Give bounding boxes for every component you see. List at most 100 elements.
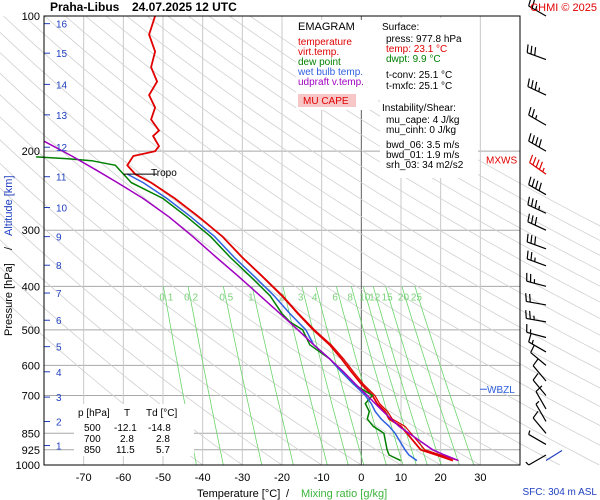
wind-barb [529,154,547,175]
y-axis-title-pressure: Pressure [hPa] [3,263,15,336]
dry-adiabat-line [229,15,600,241]
temperature-tick-label: -60 [115,472,131,484]
mixing-ratio-line [222,286,263,466]
dry-adiabat-line [0,162,402,466]
legend-entry: temperature [298,37,352,48]
series-line-virt-temp- [150,182,459,462]
mu-cape-badge-bg [298,94,356,107]
dry-adiabat-line [249,15,600,227]
wind-barb [527,78,547,96]
surface-tconv: t-conv: 25.1 °C [386,70,452,81]
pressure-tick-label: 500 [22,325,40,337]
dry-adiabat-line [0,94,521,466]
station-name: Praha-Libus [50,0,120,14]
altitude-tick-label: 8 [56,261,62,272]
legend-entry: virt.temp. [298,47,339,58]
dry-adiabat-line [208,15,600,256]
credit: CHMI © 2025 [530,2,597,14]
wind-barb [525,454,547,466]
series-line-udpraft-v-temp- [43,140,459,462]
mixing-ratio-label: 12 [369,292,381,303]
dry-adiabat-line [0,187,362,466]
mu-cape-badge: MU CAPE [303,96,349,107]
instability-mucinh: mu_cinh: 0 J/kg [386,125,456,136]
instability-mucape: mu_cape: 4 J/kg [386,115,459,126]
pressure-tick-label: 400 [22,281,40,293]
temperature-tick-label: 20 [435,472,447,484]
altitude-tick-label: 9 [56,233,62,244]
wind-barb [532,358,547,382]
levels-table-bg [74,404,194,456]
wind-barb [525,293,547,306]
levels-table: p [hPa] T Td [°C] 500 -12.1 -14.8 700 2.… [78,408,177,456]
pressure-tick-label: 600 [22,360,40,372]
altitude-tick-label: 1 [56,442,62,453]
temperature-tick-label: 0 [358,472,364,484]
wind-barb [527,196,547,214]
pressure-tick-label: 850 [22,428,40,440]
chart-title: EMAGRAM [298,21,355,33]
dry-adiabat-line [44,15,600,389]
info-panel-bg [380,18,478,178]
mixing-ratio-line [187,286,224,466]
mixing-ratio-line [350,286,404,466]
instability-heading: Instability/Shear: [382,103,456,114]
wbzl-label: WBZL [487,385,515,396]
levels-header-td: Td [°C] [146,408,177,419]
dry-adiabat-line [167,15,600,287]
mixing-ratio-label: 10 [359,292,371,303]
levels-row-500-t: -12.1 [114,423,137,434]
dry-adiabat-line [0,139,441,466]
mixing-ratio-label: 0.5 [219,292,233,303]
wind-barb [528,133,547,152]
dry-adiabat-line [188,15,600,272]
dry-adiabat-line [126,15,600,319]
wind-barb [535,400,547,422]
altitude-tick-label: 10 [56,204,68,215]
series-line-dew-point [36,156,401,462]
levels-row-700-p: 700 [84,434,101,445]
mixing-ratio-line [414,286,475,466]
surface-dwpt: dwpt: 9.9 °C [386,54,441,65]
temperature-tick-label: -20 [274,472,290,484]
wind-barb [532,410,547,434]
levels-row-500-p: 500 [84,423,101,434]
levels-row-850-t: 11.5 [116,445,135,456]
dry-adiabat-line [0,266,243,466]
pressure-tick-label: 100 [22,11,40,23]
mixing-ratio-label: 8 [347,292,353,303]
mixing-ratio-line [315,286,365,466]
wind-barb [525,310,547,323]
wind-barb [528,333,547,353]
profile-lines [36,15,487,462]
mixing-ratio-line [282,286,328,466]
mixing-ratio-label: 4 [312,292,318,303]
surface-temp: temp: 23.1 °C [386,44,447,55]
pressure-tick-label: 200 [22,146,40,158]
surface-panel: Surface: press: 977.8 hPa temp: 23.1 °C … [382,22,462,92]
levels-row-700-td: 2.8 [156,434,170,445]
wind-barb [526,272,547,287]
x-axis-title-temp: Temperature [°C] [197,488,280,500]
x-axis-title-mix: Mixing ratio [g/kg] [301,488,387,500]
levels-header-t: T [124,408,130,419]
dry-adiabat-line [3,15,600,426]
mixing-ratio-line [401,286,460,466]
y-axis-title-altitude: Altitude [km] [3,175,15,236]
instability-bwd06: bwd_06: 3.5 m/s [386,140,459,151]
wind-barb [526,233,547,250]
wind-barb [526,250,547,267]
pressure-tick-label: 925 [22,445,40,457]
wind-barb [526,44,547,61]
mixing-ratio-label: 15 [382,292,394,303]
pressure-tick-label: 700 [22,390,40,402]
wind-barb [527,213,547,231]
surface-press: press: 977.8 hPa [386,34,462,45]
mixing-ratio-label: 3 [298,292,304,303]
levels-row-850-p: 850 [84,445,101,456]
mxws-label: MXWS [486,156,517,167]
dry-adiabat-line [0,213,322,466]
mixing-ratio-label: 20 [398,292,410,303]
x-axis-title-sep: / [286,488,290,500]
